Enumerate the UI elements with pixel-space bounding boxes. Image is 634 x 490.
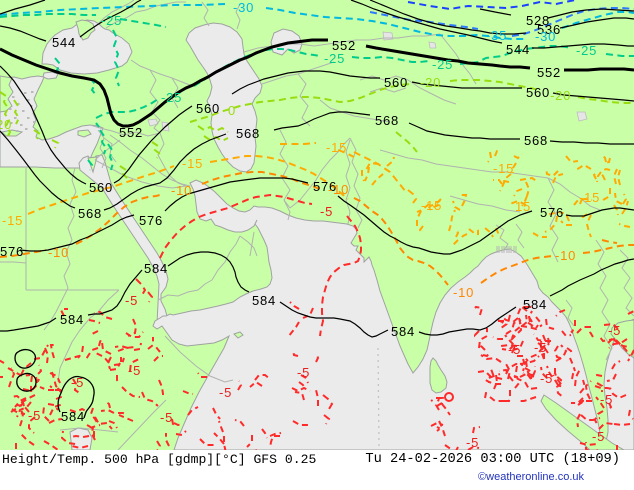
svg-text:-5: -5: [466, 435, 479, 450]
svg-text:568: 568: [78, 206, 102, 221]
svg-text:-20: -20: [420, 75, 441, 90]
svg-text:560: 560: [196, 101, 220, 116]
svg-text:-25: -25: [324, 51, 345, 66]
svg-text:-10: -10: [328, 182, 349, 197]
svg-text:-10: -10: [171, 183, 192, 198]
svg-text:560: 560: [526, 85, 550, 100]
svg-text:584: 584: [144, 261, 168, 276]
svg-text:576: 576: [540, 205, 564, 220]
svg-text:-5: -5: [71, 375, 84, 390]
svg-text:584: 584: [61, 409, 85, 424]
svg-text:552: 552: [119, 125, 143, 140]
svg-text:-30: -30: [535, 29, 556, 44]
svg-text:568: 568: [524, 133, 548, 148]
svg-text:-5: -5: [160, 410, 173, 425]
svg-text:544: 544: [52, 35, 76, 50]
svg-text:-10: -10: [48, 245, 69, 260]
svg-text:-25: -25: [576, 43, 597, 58]
svg-text:552: 552: [332, 38, 356, 53]
svg-text:0: 0: [228, 103, 236, 118]
svg-text:-15: -15: [182, 156, 203, 171]
svg-text:552: 552: [537, 65, 561, 80]
svg-text:15: 15: [515, 199, 531, 214]
svg-text:-5: -5: [600, 392, 613, 407]
svg-text:-15: -15: [2, 213, 23, 228]
svg-text:576: 576: [313, 179, 337, 194]
svg-text:568: 568: [375, 113, 399, 128]
svg-text:576: 576: [0, 244, 24, 259]
svg-text:-5: -5: [320, 204, 333, 219]
svg-text:-5: -5: [128, 363, 141, 378]
svg-text:-5: -5: [592, 429, 605, 444]
svg-text:-5: -5: [28, 408, 41, 423]
svg-text:-5: -5: [508, 342, 521, 357]
svg-text:-5: -5: [608, 323, 621, 338]
svg-text:568: 568: [236, 126, 260, 141]
svg-text:-25: -25: [432, 57, 453, 72]
svg-text:584: 584: [60, 312, 84, 327]
svg-text:536: 536: [537, 22, 561, 37]
svg-text:-15: -15: [421, 198, 442, 213]
svg-text:-10: -10: [555, 248, 576, 263]
svg-text:-5: -5: [540, 371, 553, 386]
svg-text:-30: -30: [233, 0, 254, 15]
svg-text:-5: -5: [125, 293, 138, 308]
svg-text:-20: -20: [0, 117, 12, 132]
svg-text:560: 560: [384, 75, 408, 90]
svg-text:-5: -5: [297, 365, 310, 380]
svg-text:560: 560: [89, 180, 113, 195]
svg-text:-15: -15: [579, 190, 600, 205]
svg-text:-15: -15: [493, 161, 514, 176]
svg-text:584: 584: [391, 324, 415, 339]
svg-text:-10: -10: [453, 285, 474, 300]
svg-text:-35: -35: [486, 28, 507, 43]
svg-text:-20: -20: [550, 88, 571, 103]
svg-text:-25: -25: [161, 90, 182, 105]
svg-text:544: 544: [506, 42, 530, 57]
svg-text:-15: -15: [326, 140, 347, 155]
svg-text:-5: -5: [219, 385, 232, 400]
svg-text:-5: -5: [534, 340, 547, 355]
svg-text:-25: -25: [101, 13, 122, 28]
svg-text:576: 576: [139, 213, 163, 228]
svg-text:584: 584: [523, 297, 547, 312]
svg-text:528: 528: [526, 13, 550, 28]
svg-text:584: 584: [252, 293, 276, 308]
